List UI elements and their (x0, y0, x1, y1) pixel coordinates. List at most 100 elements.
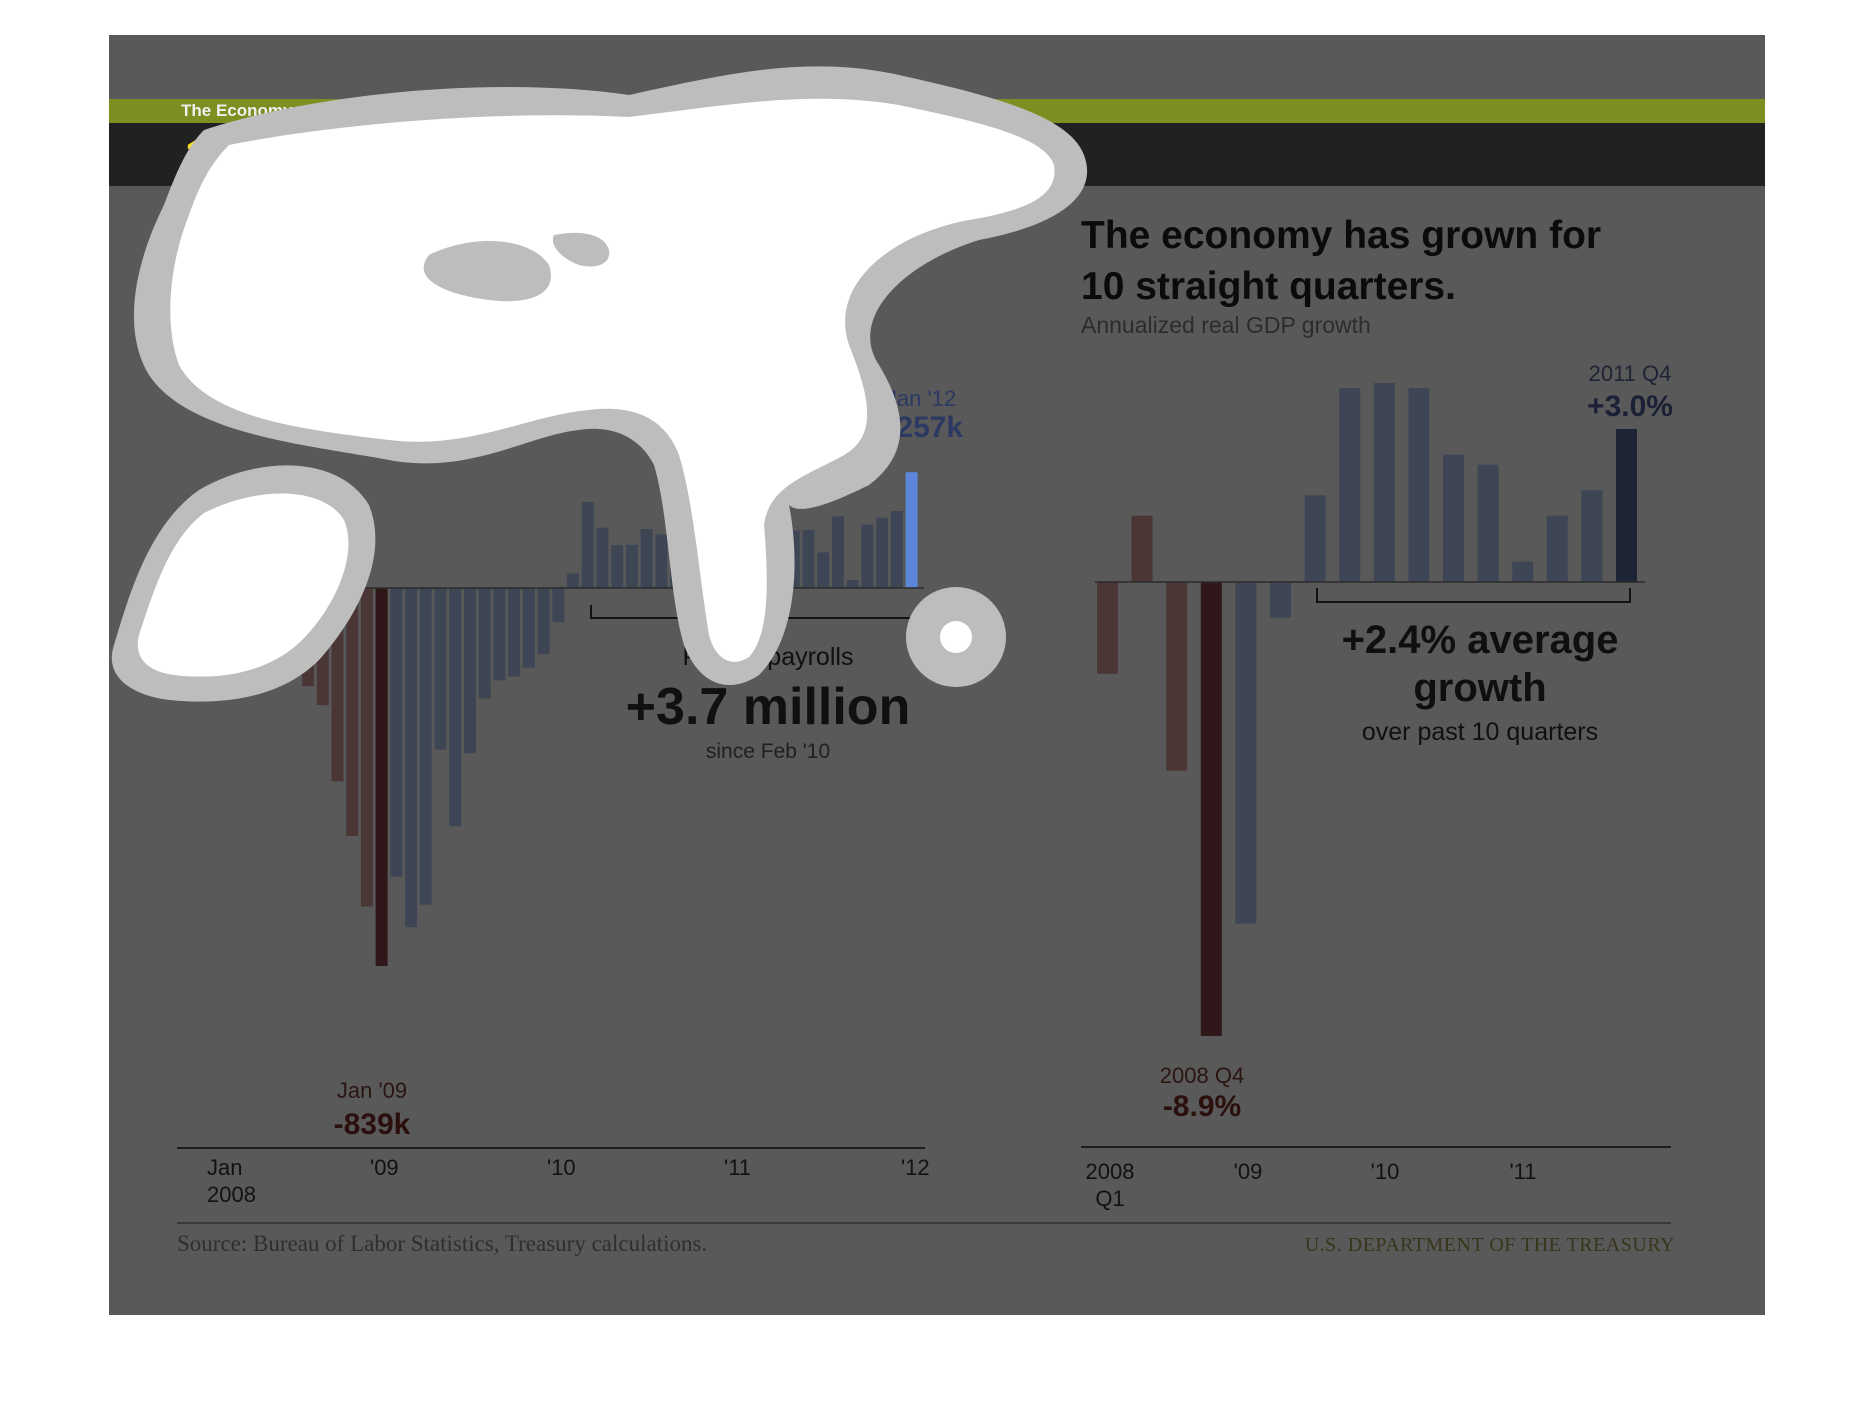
right-headline-line-2: 10 straight quarters. (1081, 265, 1456, 308)
payroll-bar (699, 524, 712, 588)
payroll-bar (199, 569, 211, 588)
gdp-bar (1131, 515, 1153, 582)
payroll-bar (611, 545, 624, 588)
payroll-bar (581, 502, 594, 588)
payroll-bar (213, 588, 226, 598)
gdp-peak-value: +3.0% (1587, 390, 1673, 423)
gdp-bar (1339, 388, 1361, 582)
right-subhead: Annualized real GDP growth (1081, 312, 1371, 338)
source-note: Source: Bureau of Labor Statistics, Trea… (177, 1231, 708, 1256)
payroll-bar (802, 529, 815, 588)
payroll-bar (552, 588, 565, 623)
payroll-bar (346, 588, 359, 836)
gdp-bar (1408, 388, 1430, 582)
gdp-average-sub: over past 10 quarters (1362, 718, 1598, 746)
payroll-bar (419, 588, 432, 905)
gdp-bar (1097, 582, 1118, 674)
payroll-bar (905, 472, 918, 588)
payroll-tick-label: 2008 (207, 1182, 256, 1207)
payroll-bar (743, 473, 756, 588)
payroll-peak-value: +257k (879, 411, 964, 444)
payroll-bar (360, 588, 373, 907)
payroll-bar (640, 529, 653, 588)
gdp-tick-label: Q1 (1095, 1186, 1124, 1211)
payroll-bar (537, 588, 550, 655)
payroll-bar (817, 552, 830, 588)
payroll-bar (243, 588, 256, 629)
gdp-bar (1270, 582, 1291, 618)
payroll-bar (390, 588, 403, 877)
payroll-bar (302, 588, 314, 687)
payroll-bar (331, 588, 344, 782)
payroll-bar (684, 522, 697, 588)
gdp-bar (1443, 454, 1464, 582)
gdp-bar (1373, 383, 1395, 582)
payroll-tick-label: '11 (724, 1155, 751, 1180)
payroll-bar (228, 588, 241, 624)
gdp-trough-value: -8.9% (1163, 1090, 1241, 1123)
payroll-bar (405, 588, 418, 928)
gdp-bracket (1316, 588, 1631, 603)
gdp-bar (1581, 490, 1603, 582)
payroll-bar (434, 588, 447, 750)
payroll-bar (464, 588, 476, 754)
gdp-bar (1616, 429, 1637, 582)
payroll-tick-label: Jan (207, 1155, 242, 1180)
payroll-bar (832, 516, 844, 588)
gdp-average-value-2: growth (1413, 666, 1546, 710)
payroll-bar (890, 511, 903, 588)
payroll-bar (375, 588, 388, 966)
payroll-bar (508, 588, 521, 677)
right-headline: The economy has grown for 10 straight qu… (1081, 210, 1601, 312)
payroll-bar (567, 573, 579, 588)
payroll-tick-label: '09 (370, 1155, 399, 1180)
payroll-peak-label: Jan '12 (886, 386, 956, 411)
payroll-trough-value: -839k (334, 1108, 411, 1141)
gdp-tick-label: 2008 (1086, 1159, 1135, 1184)
payroll-bar (758, 473, 771, 588)
org-name: U.S. DEPARTMENT OF THE TREASURY (1304, 1234, 1675, 1256)
gdp-bar (1546, 515, 1568, 582)
gdp-bar (1235, 582, 1257, 924)
payroll-bar (714, 536, 727, 588)
payroll-bar (316, 588, 329, 706)
payroll-bar (449, 588, 462, 827)
gdp-trough-label: 2008 Q4 (1160, 1063, 1244, 1088)
gdp-bar (1304, 495, 1326, 582)
slide: The Economy 1 Economic Growth I Private s… (109, 35, 1765, 1315)
payroll-tick-label: '12 (901, 1155, 930, 1180)
gdp-tick-label: '11 (1509, 1159, 1536, 1184)
gdp-peak-label: 2011 Q4 (1589, 361, 1672, 386)
payroll-bar (625, 544, 638, 588)
payroll-bar (787, 530, 800, 588)
gdp-bar (1512, 561, 1534, 582)
gdp-bar (1200, 582, 1222, 1036)
payroll-total-value: +3.7 million (626, 678, 911, 736)
payroll-total-sub: since Feb '10 (706, 740, 830, 763)
payroll-bar (287, 588, 300, 667)
payroll-bracket (590, 605, 919, 619)
payroll-trough-label: Jan '09 (337, 1078, 407, 1103)
payroll-bar (876, 517, 889, 588)
gdp-bar (1166, 582, 1188, 771)
payroll-bar (655, 534, 668, 588)
payroll-bar (596, 527, 609, 588)
payroll-tick-label: '10 (547, 1155, 576, 1180)
payroll-bar (257, 588, 270, 654)
payroll-bar (522, 588, 535, 668)
gdp-bar (1477, 464, 1499, 582)
payroll-bar (773, 474, 786, 588)
payroll-bar (272, 588, 285, 667)
payroll-bar (478, 588, 491, 699)
payroll-bar (728, 519, 741, 588)
gdp-tick-label: '10 (1371, 1159, 1400, 1184)
payroll-bar (861, 524, 874, 588)
payroll-bar (493, 588, 506, 681)
payroll-total-label: Private payrolls (683, 643, 854, 671)
payroll-bar (670, 515, 682, 588)
gdp-tick-label: '09 (1234, 1159, 1263, 1184)
right-headline-line-1: The economy has grown for (1081, 214, 1602, 257)
